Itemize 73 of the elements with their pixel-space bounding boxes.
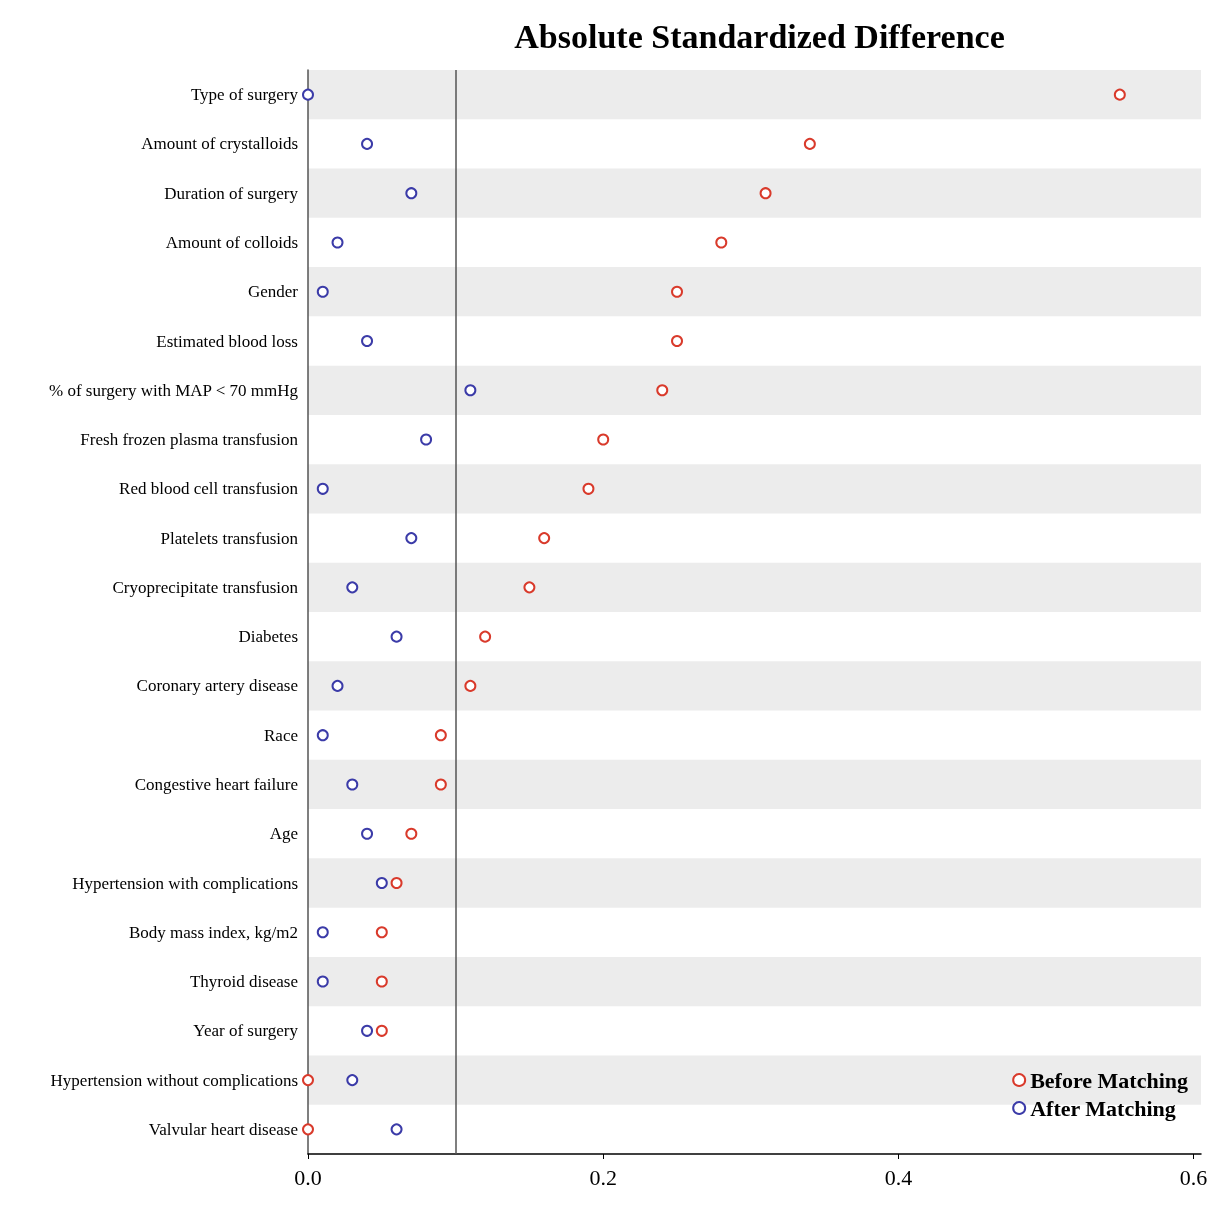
point [538, 532, 551, 545]
y-tick-label: Amount of crystalloids [141, 134, 298, 154]
y-tick-label: Type of surgery [190, 85, 299, 105]
y-tick-label: Coronary artery disease [136, 676, 298, 696]
x-tick-label: 0.6 [1179, 1164, 1208, 1190]
y-tick-label: Hypertension with complications [72, 873, 298, 893]
point [715, 236, 728, 249]
y-tick-label: Diabetes [238, 627, 298, 647]
y-tick-label: Hypertension without complications [50, 1070, 298, 1090]
point [302, 1123, 314, 1136]
point [671, 335, 684, 347]
x-tick-label: 0.0 [294, 1164, 322, 1190]
point [302, 88, 314, 101]
point [361, 1024, 374, 1037]
y-tick-label: Platelets transfusion [160, 528, 299, 548]
y-tick-label: Body mass index, kg/m2 [128, 922, 298, 942]
x-tick-label: 0.4 [884, 1164, 913, 1190]
point [316, 975, 329, 988]
y-tick-label: Year of surgery [193, 1021, 299, 1041]
y-tick-label: Congestive heart failure [134, 774, 298, 794]
point [759, 187, 772, 200]
y-tick-label: Fresh frozen plasma transfusion [80, 430, 299, 450]
y-tick-label: Race [264, 725, 298, 745]
legend-label: Before Matching [1030, 1067, 1189, 1093]
point [361, 827, 374, 840]
point [434, 729, 447, 742]
point [803, 137, 816, 150]
legend-label: After Matching [1030, 1095, 1176, 1121]
point [375, 877, 388, 889]
point [671, 285, 684, 298]
point [302, 1074, 314, 1087]
y-tick-label: Amount of colloids [165, 232, 298, 252]
chart-title: Absolute Standardized Difference [514, 17, 1005, 55]
point [390, 1123, 403, 1136]
point [420, 433, 433, 446]
y-tick-label: Cryoprecipitate transfusion [112, 577, 299, 597]
y-tick-label: Estimated blood loss [156, 331, 298, 351]
y-tick-label: Age [269, 824, 298, 844]
point [405, 532, 418, 545]
y-tick-label: Duration of surgery [164, 183, 299, 203]
y-tick-label: Thyroid disease [189, 972, 298, 992]
point [316, 729, 329, 742]
point [346, 1074, 359, 1087]
point [464, 679, 477, 692]
point [523, 581, 536, 594]
point [1113, 88, 1126, 101]
point [405, 187, 418, 200]
point [331, 236, 344, 249]
point [346, 581, 359, 594]
point [316, 926, 329, 939]
y-tick-label: Red blood cell transfusion [119, 479, 299, 499]
point [479, 630, 492, 643]
point [375, 1024, 388, 1037]
x-tick-label: 0.2 [589, 1164, 617, 1190]
point [346, 778, 359, 791]
point [464, 384, 477, 397]
point [390, 877, 403, 889]
y-tick-label: % of surgery with MAP < 70 mmHg [49, 380, 299, 400]
y-tick-label: Valvular heart disease [148, 1119, 298, 1139]
point [434, 778, 447, 791]
point [316, 482, 329, 495]
point [361, 335, 374, 347]
point [597, 433, 610, 446]
point [390, 630, 403, 643]
point [375, 926, 388, 939]
y-tick-label: Gender [247, 282, 299, 302]
point [656, 384, 669, 397]
point [316, 285, 329, 298]
point [361, 137, 374, 150]
point [405, 827, 418, 840]
point [375, 975, 388, 988]
point [331, 679, 344, 692]
point [582, 482, 595, 495]
